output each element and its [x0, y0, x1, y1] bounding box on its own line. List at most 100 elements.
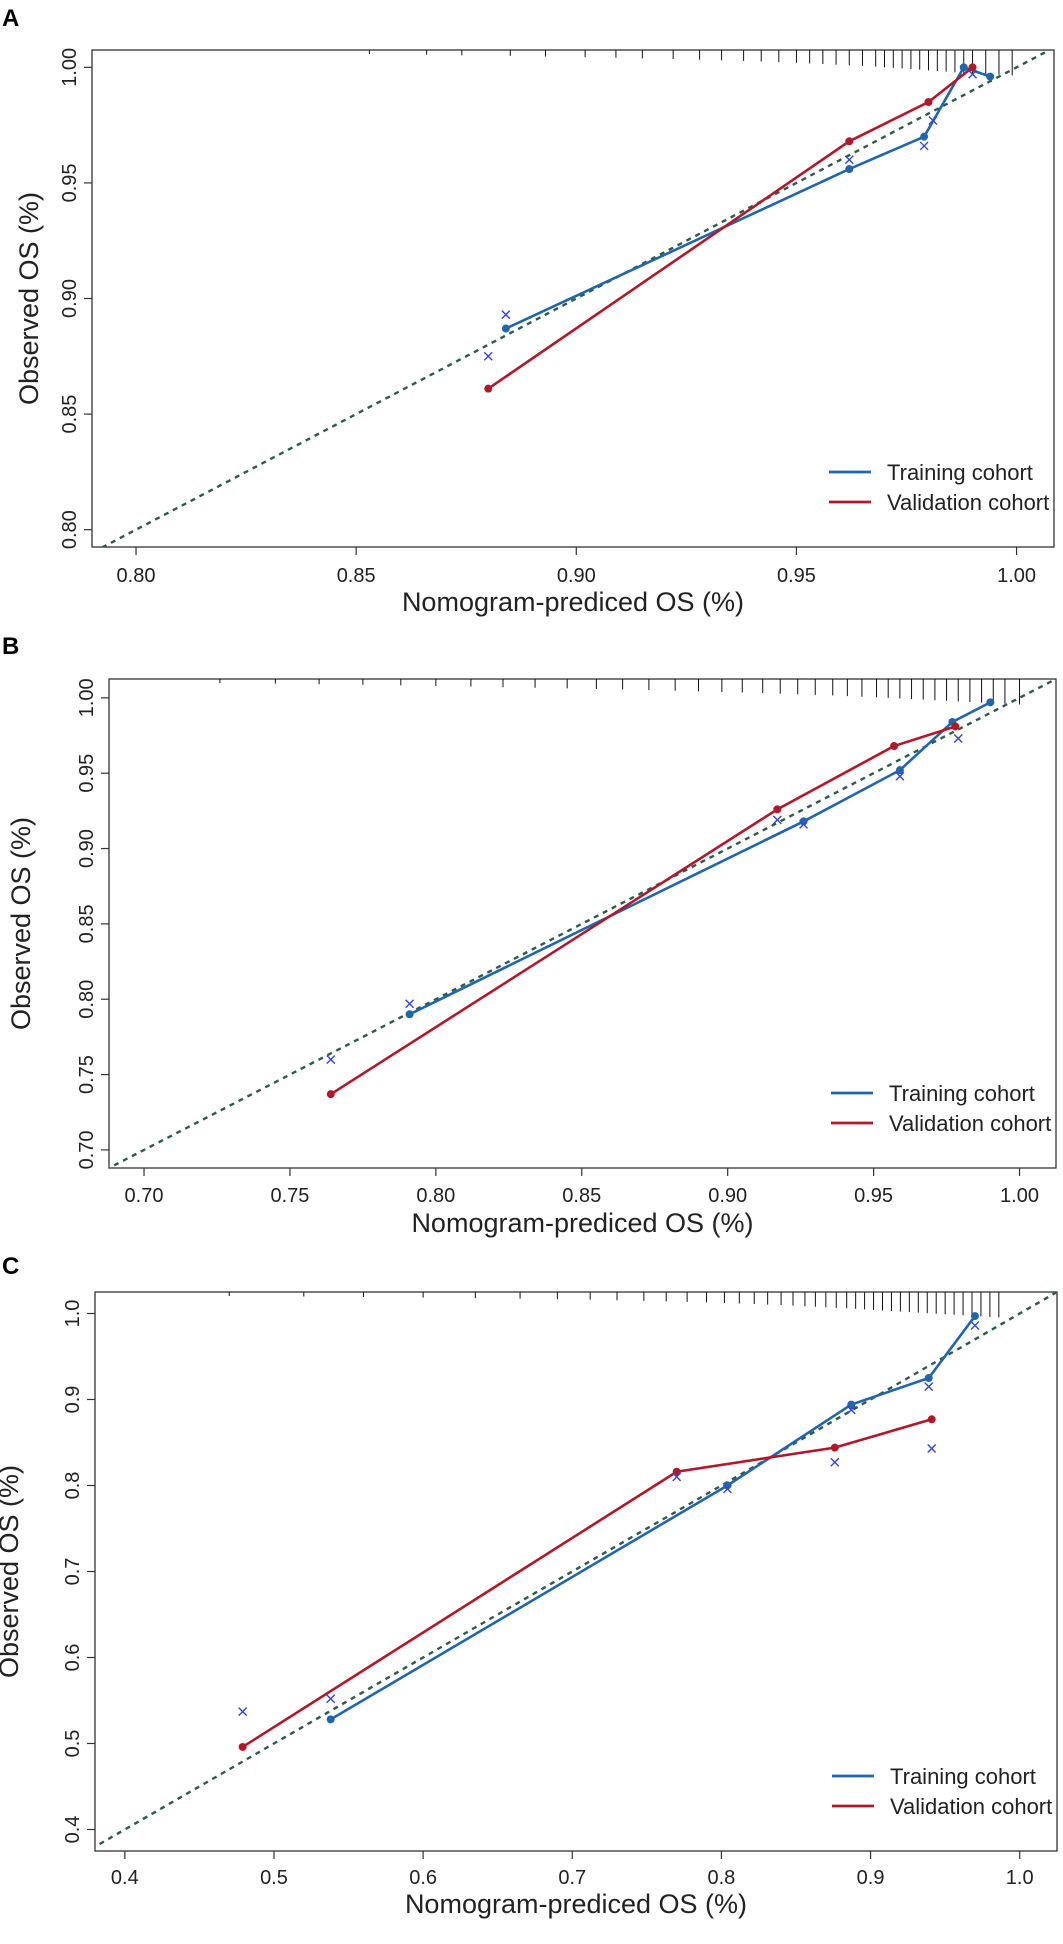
x-axis-title: Nomogram-prediced OS (%): [402, 587, 744, 617]
x-tick-label: 0.75: [270, 1185, 309, 1207]
x-tick-label: 0.5: [260, 1867, 288, 1889]
x-tick-label: 0.85: [562, 1185, 601, 1207]
bias-corrected-marker: [672, 1472, 682, 1482]
x-tick-label: 0.80: [117, 565, 156, 587]
y-axis-title: Observed OS (%): [0, 1465, 24, 1678]
y-tick-label: 0.9: [62, 1386, 84, 1414]
x-tick-label: 0.8: [708, 1867, 736, 1889]
legend-validation-label: Validation cohort: [890, 1794, 1052, 1819]
y-tick-label: 1.0: [62, 1300, 84, 1328]
x-tick-label: 0.90: [708, 1185, 747, 1207]
validation-cohort-point: [830, 1443, 839, 1452]
x-tick-label: 0.95: [854, 1185, 893, 1207]
bias-corrected-marker: [722, 1484, 732, 1494]
bias-corrected-marker: [799, 819, 809, 829]
training-cohort-point: [845, 165, 854, 174]
validation-cohort-line: [330, 725, 956, 1096]
bias-corrected-marker: [326, 1055, 336, 1064]
bias-corrected-marker: [238, 1707, 248, 1717]
training-cohort-point: [924, 1374, 933, 1382]
x-tick-label: 0.4: [111, 1867, 139, 1889]
x-tick-label: 0.95: [777, 565, 816, 587]
bias-corrected-marker: [483, 351, 493, 361]
legend-validation-label: Validation cohort: [887, 490, 1049, 515]
training-cohort-point: [405, 1010, 414, 1019]
x-axis-title: Nomogram-prediced OS (%): [411, 1208, 753, 1238]
training-cohort-point: [986, 72, 995, 81]
validation-cohort-point: [773, 805, 782, 814]
legend: Training cohort Validation cohort: [829, 460, 1049, 515]
bias-corrected-marker: [928, 116, 938, 125]
bias-corrected-marker: [895, 771, 905, 781]
bias-corrected-marker: [844, 155, 854, 165]
y-tick-label: 0.70: [76, 1130, 98, 1169]
y-tick-label: 0.5: [62, 1730, 84, 1758]
training-cohort-point: [895, 766, 904, 775]
plot-area: [100, 50, 1053, 547]
y-tick-label: 0.8: [62, 1472, 84, 1500]
y-tick-label: 0.75: [76, 1055, 98, 1094]
y-tick-label: 0.90: [59, 279, 81, 318]
y-tick-label: 0.95: [59, 163, 81, 202]
training-cohort-point: [326, 1715, 335, 1724]
plot-area: [109, 679, 1056, 1168]
bias-corrected-marker: [968, 69, 978, 79]
legend-training-label: Training cohort: [887, 460, 1033, 485]
x-tick-label: 0.85: [337, 565, 376, 587]
validation-cohort-point: [951, 722, 960, 731]
ideal-diagonal-line: [100, 50, 1053, 547]
validation-cohort-point: [238, 1742, 247, 1751]
x-tick-label: 1.0: [1006, 1867, 1034, 1889]
y-tick-label: 0.90: [76, 829, 98, 868]
legend-training-label: Training cohort: [890, 1764, 1036, 1789]
y-axis-title: Observed OS (%): [6, 817, 36, 1030]
validation-cohort-point: [672, 1467, 681, 1476]
y-tick-label: 0.85: [59, 395, 81, 434]
y-tick-label: 0.80: [59, 510, 81, 549]
bias-corrected-marker: [927, 1444, 937, 1454]
y-tick-label: 0.7: [62, 1558, 84, 1586]
x-tick-label: 0.90: [557, 565, 596, 587]
legend: Training cohort Validation cohort: [832, 1764, 1052, 1819]
calibration-panel-a: A 0.80 0.85 0.90 0.95 1.00 0.80 0.85 0.90 0.95 1.0…: [2, 5, 1055, 617]
validation-cohort-point: [845, 137, 854, 146]
calibration-panel-c: C 0.4 0.5 0.6 0.7 0.8 0.9 1.0 0.4 0.5 0.6 0.7 0.8 0.9…: [0, 1253, 1058, 1919]
bias-corrected-marker: [326, 1694, 336, 1704]
bias-corrected-marker: [924, 1382, 934, 1392]
training-cohort-point: [501, 324, 510, 333]
bias-corrected-marker: [919, 141, 929, 151]
bias-corrected-marker: [405, 999, 415, 1009]
panel-label: C: [2, 1253, 19, 1280]
x-tick-label: 0.70: [125, 1185, 164, 1207]
x-tick-label: 0.9: [857, 1867, 885, 1889]
legend-training-label: Training cohort: [889, 1081, 1035, 1106]
panel-label: A: [2, 5, 19, 32]
y-tick-label: 0.6: [62, 1644, 84, 1672]
bias-corrected-marker: [953, 734, 963, 744]
x-tick-label: 0.7: [558, 1867, 586, 1889]
y-tick-label: 1.00: [76, 678, 98, 717]
y-tick-label: 0.95: [76, 754, 98, 793]
validation-cohort-line: [487, 66, 974, 390]
y-tick-label: 1.00: [59, 48, 81, 87]
training-cohort-point: [920, 132, 929, 141]
calibration-panel-b: B 0.70 0.75 0.80 0.85 0.90 0.95 1.00 0.70 0.75 0.8…: [2, 633, 1057, 1238]
bias-corrected-marker: [501, 310, 511, 320]
validation-cohort-point: [326, 1090, 335, 1099]
bias-corrected-marker: [846, 1405, 856, 1415]
panel-label: B: [2, 633, 19, 660]
y-axis-title: Observed OS (%): [14, 192, 44, 405]
validation-cohort-point: [484, 384, 493, 393]
validation-cohort-line: [241, 1418, 933, 1749]
training-cohort-point: [847, 1400, 856, 1409]
x-tick-label: 0.80: [416, 1185, 455, 1207]
plot-area: [95, 1292, 1057, 1849]
bias-corrected-marker: [970, 1321, 980, 1331]
x-tick-label: 0.6: [409, 1867, 437, 1889]
ideal-diagonal-line: [109, 679, 1056, 1168]
validation-cohort-point: [890, 742, 899, 751]
legend: Training cohort Validation cohort: [831, 1081, 1051, 1136]
training-cohort-point: [986, 698, 995, 707]
validation-cohort-point: [968, 63, 977, 72]
training-cohort-point: [959, 63, 968, 72]
